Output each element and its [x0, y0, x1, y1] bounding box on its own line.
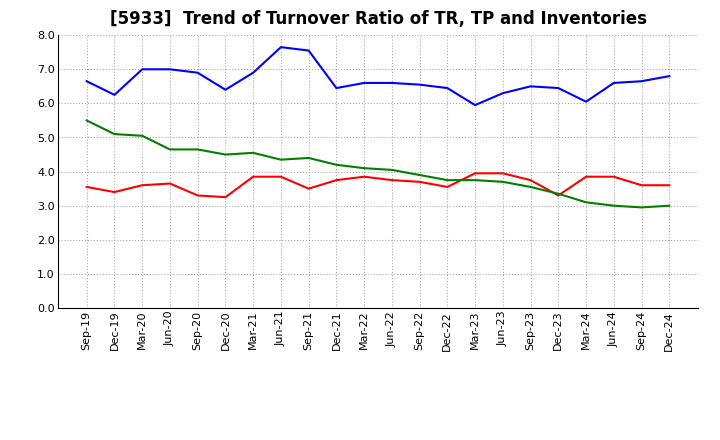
- Trade Payables: [415, 82, 424, 87]
- Trade Receivables: [221, 194, 230, 200]
- Inventories: [443, 177, 451, 183]
- Inventories: [554, 191, 562, 196]
- Inventories: [110, 132, 119, 137]
- Trade Receivables: [332, 177, 341, 183]
- Trade Receivables: [194, 193, 202, 198]
- Trade Payables: [110, 92, 119, 98]
- Trade Receivables: [582, 174, 590, 180]
- Trade Payables: [249, 70, 258, 75]
- Inventories: [138, 133, 147, 139]
- Inventories: [276, 157, 285, 162]
- Trade Payables: [276, 44, 285, 50]
- Trade Payables: [194, 70, 202, 75]
- Inventories: [305, 155, 313, 161]
- Trade Payables: [443, 85, 451, 91]
- Inventories: [221, 152, 230, 157]
- Trade Receivables: [554, 193, 562, 198]
- Inventories: [609, 203, 618, 209]
- Line: Inventories: Inventories: [86, 121, 670, 207]
- Trade Receivables: [166, 181, 174, 186]
- Trade Payables: [332, 85, 341, 91]
- Inventories: [498, 179, 507, 184]
- Trade Receivables: [305, 186, 313, 191]
- Inventories: [82, 118, 91, 123]
- Trade Payables: [166, 66, 174, 72]
- Inventories: [387, 167, 396, 172]
- Title: [5933]  Trend of Turnover Ratio of TR, TP and Inventories: [5933] Trend of Turnover Ratio of TR, TP…: [109, 10, 647, 28]
- Trade Receivables: [665, 183, 674, 188]
- Trade Payables: [609, 80, 618, 85]
- Inventories: [249, 150, 258, 155]
- Trade Payables: [138, 66, 147, 72]
- Trade Receivables: [471, 171, 480, 176]
- Line: Trade Payables: Trade Payables: [86, 47, 670, 105]
- Trade Receivables: [637, 183, 646, 188]
- Trade Receivables: [443, 184, 451, 190]
- Inventories: [582, 200, 590, 205]
- Line: Trade Receivables: Trade Receivables: [86, 173, 670, 197]
- Inventories: [194, 147, 202, 152]
- Trade Receivables: [387, 177, 396, 183]
- Trade Payables: [471, 103, 480, 108]
- Trade Payables: [498, 91, 507, 96]
- Trade Payables: [305, 48, 313, 53]
- Trade Receivables: [526, 177, 535, 183]
- Trade Receivables: [415, 179, 424, 184]
- Trade Receivables: [249, 174, 258, 180]
- Trade Payables: [554, 85, 562, 91]
- Trade Payables: [221, 87, 230, 92]
- Inventories: [665, 203, 674, 209]
- Inventories: [471, 177, 480, 183]
- Inventories: [637, 205, 646, 210]
- Trade Receivables: [138, 183, 147, 188]
- Trade Receivables: [110, 189, 119, 194]
- Trade Payables: [360, 80, 369, 85]
- Trade Payables: [582, 99, 590, 104]
- Trade Receivables: [609, 174, 618, 180]
- Trade Payables: [637, 79, 646, 84]
- Trade Receivables: [82, 184, 91, 190]
- Inventories: [332, 162, 341, 167]
- Inventories: [415, 172, 424, 178]
- Trade Receivables: [276, 174, 285, 180]
- Trade Payables: [665, 73, 674, 79]
- Trade Payables: [387, 80, 396, 85]
- Trade Payables: [526, 84, 535, 89]
- Trade Receivables: [360, 174, 369, 180]
- Trade Payables: [82, 79, 91, 84]
- Inventories: [526, 184, 535, 190]
- Inventories: [360, 165, 369, 171]
- Inventories: [166, 147, 174, 152]
- Trade Receivables: [498, 171, 507, 176]
